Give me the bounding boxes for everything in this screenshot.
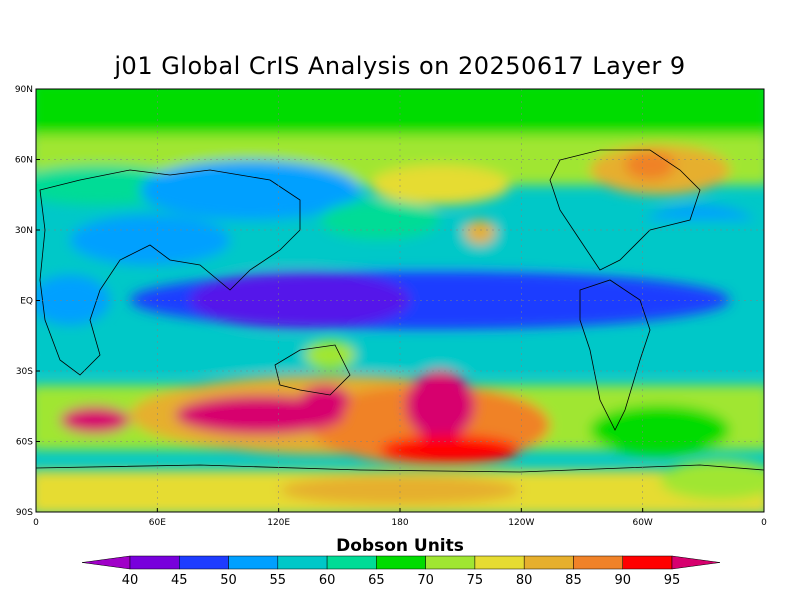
lon-axis: 0 60E 120E 180 120W 60W 0	[33, 508, 767, 528]
colorbar-swatch	[228, 555, 279, 570]
colorbar-tick-label: 45	[171, 573, 188, 588]
colorbar-swatch	[277, 555, 328, 570]
lon-tick-label: 0	[761, 518, 767, 528]
lon-tick-label: 60W	[632, 518, 652, 528]
gridlines	[36, 89, 764, 512]
colorbar-tick-label: 55	[270, 573, 287, 588]
colorbar-label: Dobson Units	[336, 536, 464, 556]
lat-tick-label: 30S	[16, 367, 33, 377]
colorbar-tick-label: 60	[319, 573, 336, 588]
colorbar-tick-label: 95	[664, 573, 681, 588]
colorbar: 40 45 50 55 60 65 70 75 80 85 90 95	[81, 555, 721, 588]
lon-tick-label: 180	[391, 518, 408, 528]
lat-tick-label: EQ	[20, 297, 33, 307]
colorbar-tick-label: 90	[614, 573, 631, 588]
lat-tick-label: 90S	[16, 508, 33, 518]
colorbar-tick-label: 70	[417, 573, 434, 588]
colorbar-tick-label: 85	[565, 573, 582, 588]
lon-tick-label: 120W	[508, 518, 534, 528]
colorbar-swatch	[523, 555, 574, 570]
lat-tick-label: 30N	[15, 226, 33, 236]
colorbar-tick-label: 40	[122, 573, 139, 588]
colorbar-swatch	[622, 555, 673, 570]
lon-tick-label: 60E	[149, 518, 166, 528]
lat-tick-label: 60S	[16, 438, 33, 448]
lat-axis: 90N 60N 30N EQ 30S 60S 90S	[15, 85, 40, 518]
colorbar-swatch	[129, 555, 180, 570]
colorbar-swatch	[376, 555, 426, 570]
colorbar-min-arrow	[81, 555, 131, 570]
lat-tick-label: 90N	[15, 85, 33, 95]
colorbar-swatch	[573, 555, 623, 570]
lon-tick-label: 0	[33, 518, 39, 528]
colorbar-tick-label: 80	[516, 573, 533, 588]
coastlines	[36, 149, 764, 473]
colorbar-swatch	[179, 555, 229, 570]
chart-title: j01 Global CrIS Analysis on 20250617 Lay…	[114, 52, 686, 80]
lat-tick-label: 60N	[15, 156, 33, 166]
colorbar-swatch	[425, 555, 476, 570]
colorbar-swatch	[474, 555, 525, 570]
colorbar-swatch	[326, 555, 377, 570]
colorbar-tick-label: 75	[467, 573, 484, 588]
colorbar-tick-label: 65	[368, 573, 385, 588]
colorbar-tick-label: 50	[220, 573, 237, 588]
lon-tick-label: 120E	[267, 518, 290, 528]
colorbar-max-arrow	[671, 555, 721, 570]
